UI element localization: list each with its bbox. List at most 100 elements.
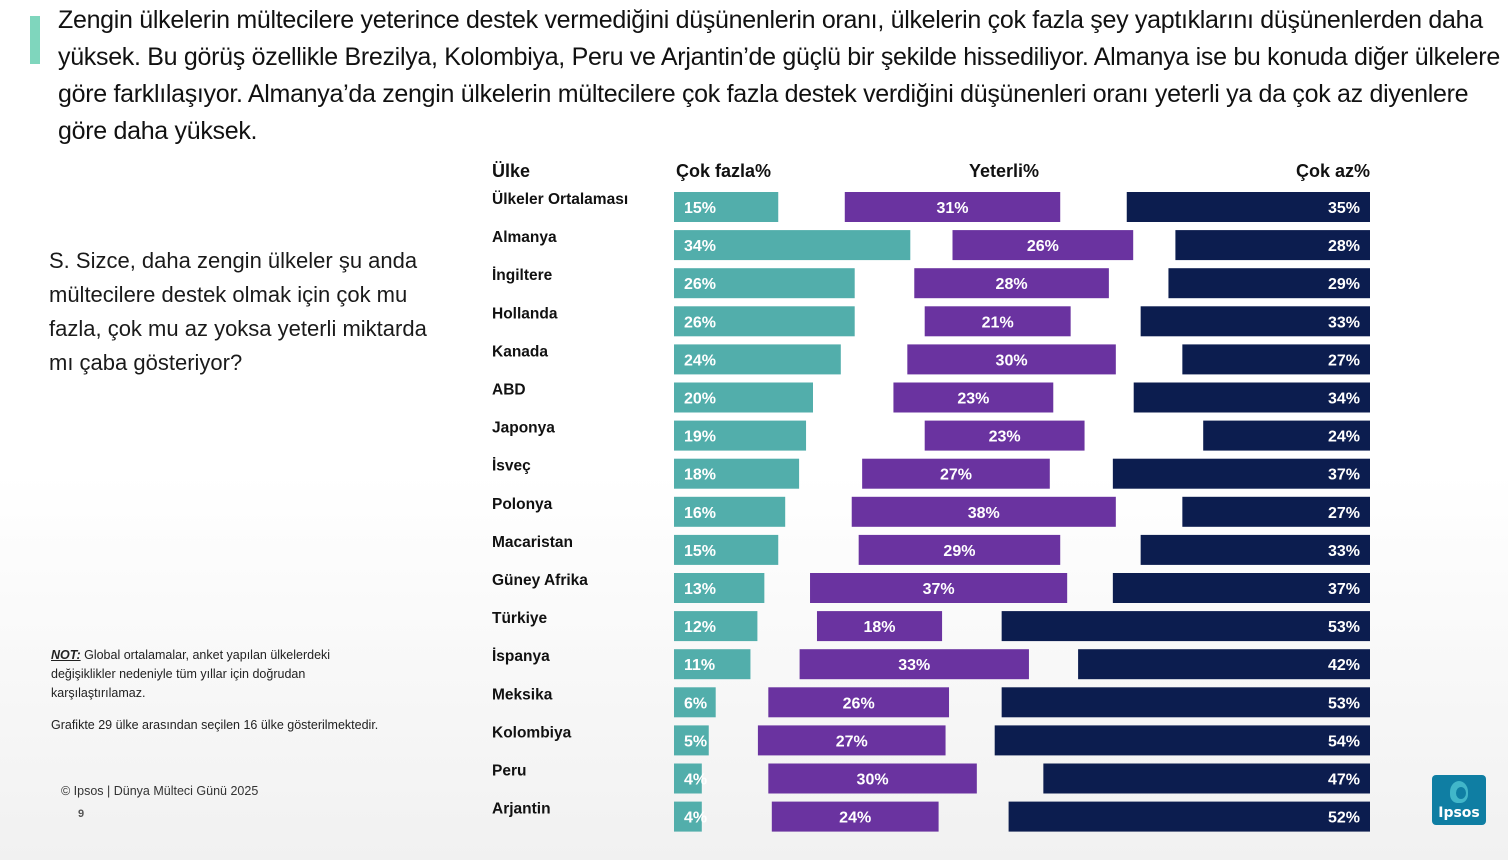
bar-cok-az [1078,649,1370,680]
data-label-cok-fazla: 15% [684,200,716,217]
data-label-cok-fazla: 16% [684,505,716,522]
data-label-yeterli: 30% [857,772,889,789]
bar-yeterli [858,534,1061,565]
bar-yeterli [924,420,1085,451]
data-label-yeterli: 26% [843,695,875,712]
bar-cok-fazla [674,496,786,527]
category-label: Almanya [492,229,557,246]
bar-cok-fazla [674,725,709,756]
data-label-cok-az: 37% [1328,467,1360,484]
logo-text: Ipsos [1438,805,1480,821]
header-yeterli: Yeterli% [969,161,1039,181]
bar-cok-az [1203,420,1370,451]
note-label: NOT: [51,648,81,662]
data-label-cok-fazla: 18% [684,467,716,484]
category-label: Peru [492,763,526,780]
bar-yeterli [851,496,1116,527]
page-number: 9 [78,808,85,820]
bar-cok-fazla [674,306,855,337]
category-label: Güney Afrika [492,572,588,589]
bar-cok-az [1140,306,1370,337]
data-label-yeterli: 31% [936,200,968,217]
data-label-cok-az: 28% [1328,238,1360,255]
data-label-yeterli: 33% [898,657,930,674]
header-country: Ülke [492,161,530,181]
bar-cok-fazla [674,192,779,222]
bar-yeterli [924,306,1071,337]
bar-yeterli [952,230,1134,261]
category-label: Arjantin [492,801,551,818]
bar-cok-fazla [674,573,765,603]
data-label-cok-az: 33% [1328,543,1360,560]
category-label: Kolombiya [492,724,572,741]
bar-yeterli [799,649,1029,680]
data-label-cok-fazla: 15% [684,543,716,560]
category-label: Macaristan [492,534,573,551]
bar-yeterli [844,192,1061,222]
data-label-cok-fazla: 4% [684,772,707,789]
bar-cok-fazla [674,420,807,451]
data-label-cok-az: 54% [1328,733,1360,750]
data-label-yeterli: 26% [1027,238,1059,255]
bar-cok-fazla [674,801,702,832]
data-label-yeterli: 21% [982,314,1014,331]
header-cok-fazla: Çok fazla% [676,161,771,181]
data-label-cok-az: 53% [1328,619,1360,636]
bar-yeterli [816,611,943,642]
data-label-cok-fazla: 20% [684,391,716,408]
subnote: Grafikte 29 ülke arasından seçilen 16 ül… [51,718,379,732]
category-label: Ülkeler Ortalaması [492,191,628,208]
bar-cok-fazla [674,649,751,680]
headline: Zengin ülkelerin mültecilere yeterince d… [58,6,1500,145]
data-label-cok-az: 52% [1328,810,1360,827]
bar-cok-az [1008,801,1370,832]
data-label-yeterli: 23% [957,391,989,408]
bar-cok-az [1168,268,1370,299]
bar-cok-az [1001,611,1370,642]
bar-cok-fazla [674,344,841,375]
bar-cok-az [1001,687,1370,718]
data-label-cok-fazla: 34% [684,238,716,255]
data-label-cok-fazla: 13% [684,581,716,598]
data-label-cok-fazla: 19% [684,429,716,446]
category-label: ABD [492,382,526,399]
data-label-cok-fazla: 24% [684,352,716,369]
category-label: Kanada [492,343,548,360]
data-label-cok-fazla: 26% [684,276,716,293]
bar-cok-fazla [674,268,855,299]
category-label: İngiltere [492,267,553,284]
data-label-yeterli: 29% [943,543,975,560]
data-label-yeterli: 18% [864,619,896,636]
data-label-cok-fazla: 6% [684,695,707,712]
category-label: Meksika [492,686,553,703]
survey-question: S. Sizce, daha zengin ülkeler şu anda mü… [49,248,427,375]
bar-yeterli [893,382,1054,413]
data-label-cok-az: 42% [1328,657,1360,674]
logo-mark-inner [1456,787,1466,799]
ipsos-logo: Ipsos [1432,775,1486,825]
bar-cok-az [1182,344,1370,375]
data-label-cok-az: 35% [1328,200,1360,217]
bar-cok-fazla [674,763,702,794]
data-label-cok-az: 37% [1328,581,1360,598]
data-label-yeterli: 38% [968,505,1000,522]
bar-yeterli [768,687,950,718]
data-label-cok-az: 27% [1328,505,1360,522]
header-cok-az: Çok az% [1296,161,1370,181]
bar-yeterli [862,458,1050,489]
bar-cok-az [1140,534,1370,565]
data-label-yeterli: 27% [940,467,972,484]
bar-yeterli [757,725,946,756]
category-label: Türkiye [492,610,548,627]
bar-yeterli [768,763,977,794]
bar-yeterli [771,801,939,832]
bar-yeterli [907,344,1116,375]
category-label: Japonya [492,420,555,437]
data-label-cok-az: 47% [1328,772,1360,789]
data-label-yeterli: 37% [923,581,955,598]
note-text: Global ortalamalar, anket yapılan ülkele… [51,648,331,700]
data-label-yeterli: 23% [989,429,1021,446]
copyright: © Ipsos | Dünya Mülteci Günü 2025 [61,784,259,798]
category-label: Hollanda [492,305,558,322]
